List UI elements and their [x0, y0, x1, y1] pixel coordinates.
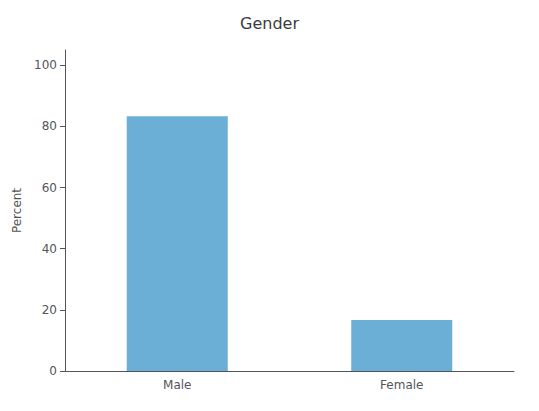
- svg-text:20: 20: [42, 303, 57, 317]
- svg-text:Percent: Percent: [10, 188, 24, 233]
- svg-text:Female: Female: [380, 378, 423, 392]
- svg-text:80: 80: [42, 119, 57, 133]
- svg-text:100: 100: [34, 58, 57, 72]
- svg-text:60: 60: [42, 181, 57, 195]
- svg-text:40: 40: [42, 242, 57, 256]
- svg-text:Gender: Gender: [240, 14, 299, 33]
- svg-text:0: 0: [49, 364, 57, 378]
- svg-text:Male: Male: [163, 378, 191, 392]
